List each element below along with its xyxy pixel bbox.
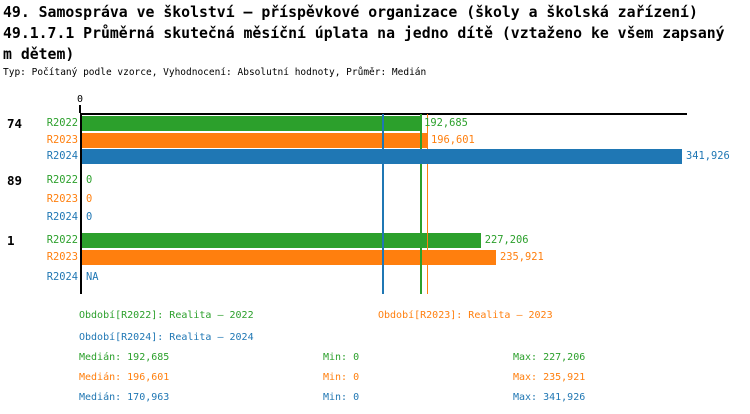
legend-item-r2022: Období[R2022]: Realita – 2022 xyxy=(79,310,254,321)
bar-value-label: 341,926 xyxy=(686,150,730,162)
bar xyxy=(82,250,496,265)
x-axis-line xyxy=(80,113,687,115)
series-label: R2023 xyxy=(46,133,78,146)
bar xyxy=(82,116,421,131)
series-label: R2024 xyxy=(46,270,78,283)
bar-value-label: 0 xyxy=(86,211,93,223)
median-line xyxy=(426,114,429,294)
series-label: R2022 xyxy=(46,234,78,246)
series-label: R2023 xyxy=(46,251,78,263)
bar xyxy=(82,149,682,164)
bar-value-label: NA xyxy=(86,270,99,283)
bar xyxy=(82,233,481,248)
median-value-r2023: Medián: 196,601 xyxy=(79,372,170,383)
max-value-r2022: Max: 227,206 xyxy=(513,352,586,363)
bar-value-label: 0 xyxy=(86,193,93,205)
series-label: R2023 xyxy=(46,193,78,205)
min-value-r2024: Min: 0 xyxy=(323,392,360,403)
bar xyxy=(82,132,427,148)
median-value-r2024: Medián: 170,963 xyxy=(79,392,170,403)
bar-value-label: 0 xyxy=(86,173,93,186)
bar-value-label: 196,601 xyxy=(430,133,475,146)
y-axis-line xyxy=(80,113,82,294)
indicator-title-line1: 49.1.7.1 Průměrná skutečná měsíční úplat… xyxy=(3,25,725,42)
report-title: 49. Samospráva ve školství – příspěvkové… xyxy=(3,4,698,21)
min-value-r2022: Min: 0 xyxy=(323,352,360,363)
indicator-title-line2: m dětem) xyxy=(3,46,75,63)
series-label: R2022 xyxy=(46,117,78,129)
min-value-r2023: Min: 0 xyxy=(323,372,360,383)
series-label: R2024 xyxy=(46,211,78,223)
max-value-r2024: Max: 341,926 xyxy=(513,392,586,403)
series-label: R2022 xyxy=(46,173,78,186)
median-line xyxy=(420,114,422,294)
median-value-r2022: Medián: 192,685 xyxy=(79,352,170,363)
legend-item-r2024: Období[R2024]: Realita – 2024 xyxy=(79,332,254,343)
x-axis-zero-tick xyxy=(79,105,81,113)
max-value-r2023: Max: 235,921 xyxy=(513,372,586,383)
series-label: R2024 xyxy=(46,150,78,162)
x-axis-zero-label: 0 xyxy=(76,94,84,105)
median-line xyxy=(382,114,384,294)
bar-value-label: 235,921 xyxy=(499,251,544,263)
chart-meta-line: Typ: Počítaný podle vzorce, Vyhodnocení:… xyxy=(3,67,427,78)
group-label: 89 xyxy=(7,172,23,188)
group-label: 74 xyxy=(7,116,23,131)
group-label: 1 xyxy=(7,233,15,248)
legend-item-r2023: Období[R2023]: Realita – 2023 xyxy=(378,310,553,321)
bar-value-label: 192,685 xyxy=(424,117,468,129)
bar-value-label: 227,206 xyxy=(484,234,529,246)
